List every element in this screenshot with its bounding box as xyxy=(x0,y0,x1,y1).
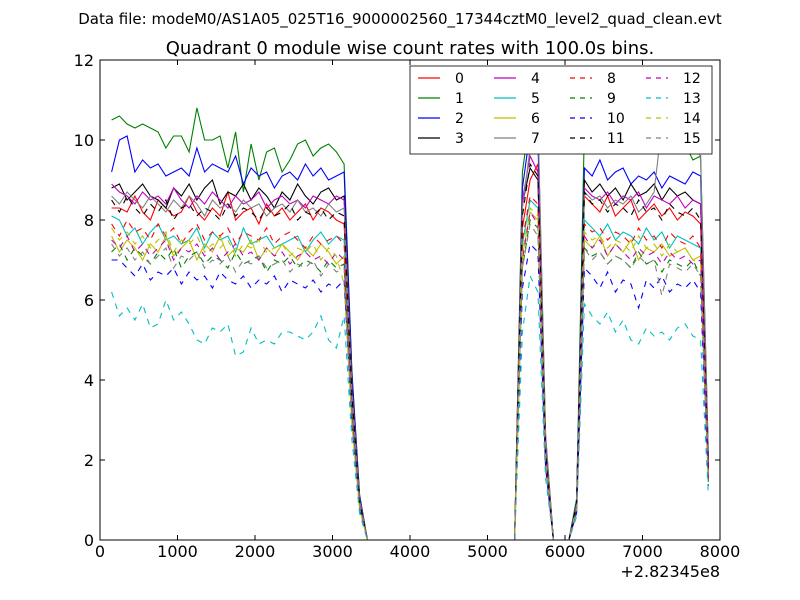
y-tick-label: 2 xyxy=(84,451,94,470)
axis-ticks: 0 1000 2000 3000 4000 5000 6000 7000 80000246810… xyxy=(74,51,741,561)
y-tick-label: 4 xyxy=(84,371,94,390)
legend-label-13: 13 xyxy=(683,91,701,107)
legend-label-6: 6 xyxy=(531,111,540,127)
series-line-5 xyxy=(111,198,709,540)
series-line-12 xyxy=(111,210,709,540)
x-tick-label: 3000 xyxy=(312,542,353,561)
legend-label-10: 10 xyxy=(607,111,625,127)
series-line-8 xyxy=(111,194,709,540)
x-tick-label: 0 xyxy=(95,542,105,561)
series-line-0 xyxy=(111,163,709,540)
y-tick-label: 10 xyxy=(74,131,94,150)
legend-label-8: 8 xyxy=(607,71,616,87)
series-line-4 xyxy=(111,154,709,540)
legend-label-15: 15 xyxy=(683,131,701,147)
y-tick-label: 8 xyxy=(84,211,94,230)
legend-label-2: 2 xyxy=(455,111,464,127)
legend-label-5: 5 xyxy=(531,91,540,107)
legend-label-1: 1 xyxy=(455,91,464,107)
series-layer xyxy=(111,107,709,540)
y-tick-label: 0 xyxy=(84,531,94,550)
chart-title: Quadrant 0 module wise count rates with … xyxy=(166,38,655,59)
legend-label-4: 4 xyxy=(531,71,540,87)
legend-label-3: 3 xyxy=(455,131,464,147)
x-tick-label: 4000 xyxy=(390,542,431,561)
legend-box xyxy=(409,65,713,155)
x-tick-label: 6000 xyxy=(545,542,586,561)
series-line-11 xyxy=(111,162,709,540)
x-offset-label: +2.82345e8 xyxy=(620,562,720,581)
legend-label-11: 11 xyxy=(607,131,625,147)
chart-suptitle: Data file: modeM0/AS1A05_025T16_90000025… xyxy=(78,10,722,29)
series-line-15 xyxy=(111,222,709,540)
legend-label-7: 7 xyxy=(531,131,540,147)
x-tick-label: 5000 xyxy=(467,542,508,561)
legend-label-14: 14 xyxy=(683,111,701,127)
series-line-10 xyxy=(111,242,709,540)
y-tick-label: 12 xyxy=(74,51,94,70)
x-tick-label: 1000 xyxy=(157,542,198,561)
series-line-14 xyxy=(111,206,709,540)
series-line-2 xyxy=(111,130,709,540)
legend-label-0: 0 xyxy=(455,71,464,87)
legend-label-12: 12 xyxy=(683,71,701,87)
legend-label-9: 9 xyxy=(607,91,616,107)
x-tick-label: 2000 xyxy=(235,542,276,561)
series-line-7 xyxy=(111,111,709,540)
series-line-6 xyxy=(111,210,709,540)
y-tick-label: 6 xyxy=(84,291,94,310)
x-tick-label: 8000 xyxy=(700,542,741,561)
x-tick-label: 7000 xyxy=(622,542,663,561)
